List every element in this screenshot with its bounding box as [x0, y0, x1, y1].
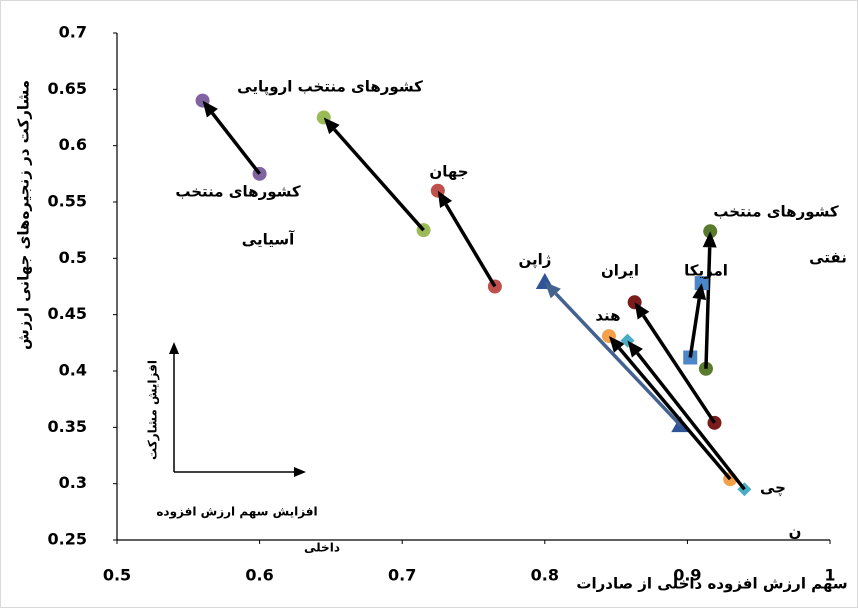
point-label: کشورهای منتخب: [713, 203, 839, 221]
point-label: نفتی: [809, 249, 847, 267]
arrowhead: [437, 190, 453, 209]
inset-label: افزایش مشارکت: [146, 360, 160, 460]
inset-label: داخلی: [304, 541, 340, 555]
x-tick-label: 0.6: [245, 566, 273, 585]
y-axis-title: مشارکت در زنجیره‌های جهانی ارزش: [15, 80, 33, 350]
y-tick-label: 0.5: [59, 248, 87, 267]
x-tick-label: 0.7: [388, 566, 416, 585]
arrowhead: [702, 231, 717, 248]
inset-label: افزایش سهم ارزش افزوده: [156, 505, 317, 520]
arrowhead: [634, 302, 650, 320]
point-label: هند: [595, 307, 620, 325]
y-tick-label: 0.55: [48, 192, 87, 211]
arrow: [554, 292, 682, 427]
x-tick-label: 0.5: [103, 566, 131, 585]
y-tick-label: 0.7: [59, 23, 87, 42]
x-tick-label: 1: [824, 566, 835, 585]
arrowhead: [544, 281, 561, 299]
x-tick-label: 0.8: [531, 566, 559, 585]
arrow: [688, 298, 701, 358]
arrow: [444, 203, 497, 288]
point-label: ژاپن: [519, 251, 552, 270]
arrowhead: [692, 283, 707, 300]
point-label: آسیایی: [242, 231, 295, 249]
point-label: کشورهای منتخب: [175, 183, 301, 201]
inset-arrowhead: [294, 467, 306, 477]
y-tick-label: 0.3: [59, 473, 87, 492]
arrow: [636, 352, 746, 491]
point-label: ایران: [601, 262, 639, 280]
arrow: [704, 247, 712, 369]
arrow: [333, 128, 425, 232]
x-tick-label: 0.9: [673, 566, 701, 585]
arrowhead: [202, 100, 218, 118]
point-label: جهان: [429, 163, 468, 181]
y-tick-label: 0.35: [48, 417, 87, 436]
x-axis-title: سهم ارزش افزوده داخلی از صادرات: [576, 575, 847, 593]
arrow: [642, 314, 716, 424]
arrowhead: [323, 117, 340, 135]
point-label: کشورهای منتخب اروپایی: [237, 78, 423, 97]
point-label: ن: [789, 523, 802, 541]
y-tick-label: 0.6: [59, 135, 87, 154]
point-label: چی: [760, 479, 786, 498]
y-tick-label: 0.65: [48, 79, 87, 98]
y-tick-label: 0.45: [48, 304, 87, 323]
arrow: [211, 112, 261, 175]
inset-arrowhead: [169, 342, 179, 354]
y-tick-label: 0.4: [59, 361, 87, 380]
arrowhead: [608, 336, 625, 353]
arrow: [617, 347, 732, 481]
arrowhead: [627, 340, 643, 358]
y-tick-label: 0.25: [48, 530, 87, 549]
point-label: امریکا: [684, 262, 728, 280]
